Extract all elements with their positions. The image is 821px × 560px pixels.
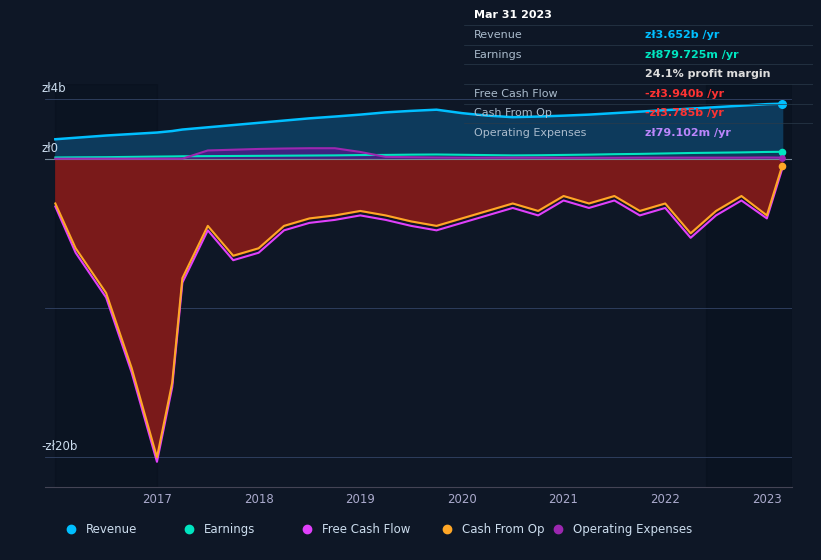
Bar [706,84,792,487]
Text: Earnings: Earnings [204,522,255,536]
Text: Cash From Op: Cash From Op [475,109,553,118]
Text: Operating Expenses: Operating Expenses [573,522,692,536]
Text: Free Cash Flow: Free Cash Flow [475,89,558,99]
Text: zł879.725m /yr: zł879.725m /yr [645,50,739,59]
Bar [55,84,157,487]
Text: Free Cash Flow: Free Cash Flow [322,522,410,536]
Point [776,162,789,171]
Text: Mar 31 2023: Mar 31 2023 [475,11,553,20]
Text: -zł3.940b /yr: -zł3.940b /yr [645,89,724,99]
Text: zł3.652b /yr: zł3.652b /yr [645,30,720,40]
Point [776,99,789,108]
Point [776,153,789,162]
Text: Revenue: Revenue [85,522,137,536]
Point [776,147,789,156]
Text: 24.1% profit margin: 24.1% profit margin [645,69,771,79]
Text: zł0: zł0 [41,142,58,155]
Text: -zł3.785b /yr: -zł3.785b /yr [645,109,724,118]
Text: Cash From Op: Cash From Op [462,522,544,536]
Text: zł4b: zł4b [41,82,66,95]
Text: zł79.102m /yr: zł79.102m /yr [645,128,732,138]
Text: Earnings: Earnings [475,50,523,59]
Text: -zł20b: -zł20b [41,440,78,453]
Text: Revenue: Revenue [475,30,523,40]
Text: Operating Expenses: Operating Expenses [475,128,587,138]
